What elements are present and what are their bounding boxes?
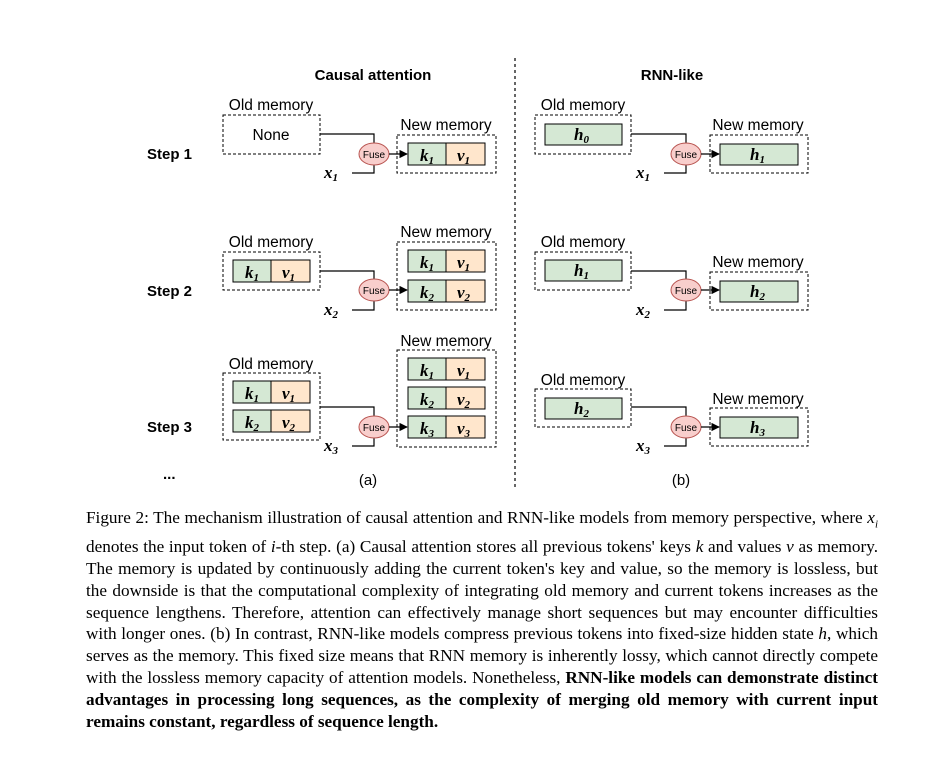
value-text: v1: [282, 263, 295, 284]
fuse-label: Fuse: [363, 286, 386, 297]
old-memory-box: [534, 388, 632, 428]
value-cell: [445, 386, 486, 410]
none-label: None: [252, 127, 289, 144]
fuse-label: Fuse: [675, 150, 698, 161]
xi-var: xi: [867, 508, 878, 531]
connector-line: [352, 301, 375, 311]
connector-line: [631, 270, 687, 279]
new-memory-label: New memory: [400, 117, 492, 134]
old-memory-label: Old memory: [229, 234, 314, 251]
connector-line: [320, 270, 375, 279]
old-memory-label: Old memory: [229, 97, 314, 114]
value-cell: [445, 415, 486, 439]
hidden-state-cell: [719, 143, 799, 166]
new-memory-label: New memory: [712, 117, 804, 134]
step-1-label: Step 1: [147, 146, 192, 163]
value-text: v1: [282, 384, 295, 405]
fuse-label: Fuse: [675, 423, 698, 434]
old-memory-label: Old memory: [541, 97, 626, 114]
new-memory-label: New memory: [400, 224, 492, 241]
value-cell: [270, 380, 311, 404]
hidden-state-text: h1: [574, 261, 589, 282]
panel-a-label: (a): [359, 472, 377, 489]
figure-number: Figure 2:: [86, 508, 149, 527]
key-text: k1: [245, 384, 259, 405]
memory-mechanism-figure: Causal attention RNN-like Step 1 Step 2 …: [147, 58, 809, 489]
value-text: v3: [457, 419, 471, 440]
key-text: k1: [245, 263, 259, 284]
left-panel-title: Causal attention: [315, 67, 432, 84]
new-memory-box: [396, 349, 497, 448]
step-2-label: Step 2: [147, 283, 192, 300]
value-text: v1: [457, 146, 470, 167]
value-cell: [445, 279, 486, 303]
connector-line: [352, 165, 375, 174]
old-memory-label: Old memory: [229, 356, 314, 373]
value-text: v1: [457, 253, 470, 274]
fuse-label: Fuse: [363, 423, 386, 434]
hidden-state-cell: [544, 397, 623, 420]
key-text: k1: [420, 361, 434, 382]
hidden-state-text: h1: [750, 145, 765, 166]
hidden-state-text: h0: [574, 125, 589, 146]
key-text: k2: [245, 413, 260, 434]
input-token: x2: [323, 300, 339, 321]
value-cell: [445, 357, 486, 381]
connector-line: [631, 406, 687, 416]
new-memory-box: [396, 241, 497, 311]
new-memory-box: [709, 271, 809, 311]
connector-line: [664, 301, 687, 311]
new-memory-label: New memory: [712, 254, 804, 271]
value-text: v2: [282, 413, 296, 434]
hidden-state-cell: [719, 416, 799, 439]
connector-line: [664, 438, 687, 447]
ellipsis: ...: [163, 466, 176, 483]
caption-bold-conclusion: RNN-like models can demonstrate distinct…: [86, 668, 879, 731]
value-cell: [270, 409, 311, 433]
hidden-state-cell: [719, 280, 799, 303]
key-text: k2: [420, 390, 435, 411]
fuse-label: Fuse: [675, 286, 698, 297]
key-text: k1: [420, 146, 434, 167]
input-token: x1: [635, 163, 650, 184]
connector-line: [320, 133, 375, 143]
hidden-state-text: h3: [750, 418, 765, 439]
value-text: v2: [457, 283, 471, 304]
hidden-state-cell: [544, 259, 623, 282]
key-text: k2: [420, 283, 435, 304]
step-3-label: Step 3: [147, 419, 192, 436]
key-text: k1: [420, 253, 434, 274]
hidden-state-text: h2: [574, 399, 589, 420]
connector-line: [320, 406, 375, 416]
panel-b-label: (b): [672, 472, 690, 489]
connector-line: [664, 165, 687, 174]
right-panel-title: RNN-like: [641, 67, 704, 84]
input-token: x2: [635, 300, 651, 321]
new-memory-label: New memory: [400, 333, 492, 350]
new-memory-label: New memory: [712, 391, 804, 408]
input-token: x1: [323, 163, 338, 184]
hidden-state-cell: [544, 123, 623, 146]
fuse-label: Fuse: [363, 150, 386, 161]
value-cell: [445, 142, 486, 166]
connector-line: [631, 133, 687, 143]
hidden-state-text: h2: [750, 282, 765, 303]
input-token: x3: [323, 436, 339, 457]
value-text: v1: [457, 361, 470, 382]
connector-line: [352, 438, 375, 447]
key-text: k3: [420, 419, 435, 440]
old-memory-label: Old memory: [541, 234, 626, 251]
value-cell: [445, 249, 486, 273]
value-cell: [270, 259, 311, 283]
input-token: x3: [635, 436, 651, 457]
old-memory-label: Old memory: [541, 372, 626, 389]
value-text: v2: [457, 390, 471, 411]
figure-caption: Figure 2: The mechanism illustration of …: [86, 508, 879, 731]
